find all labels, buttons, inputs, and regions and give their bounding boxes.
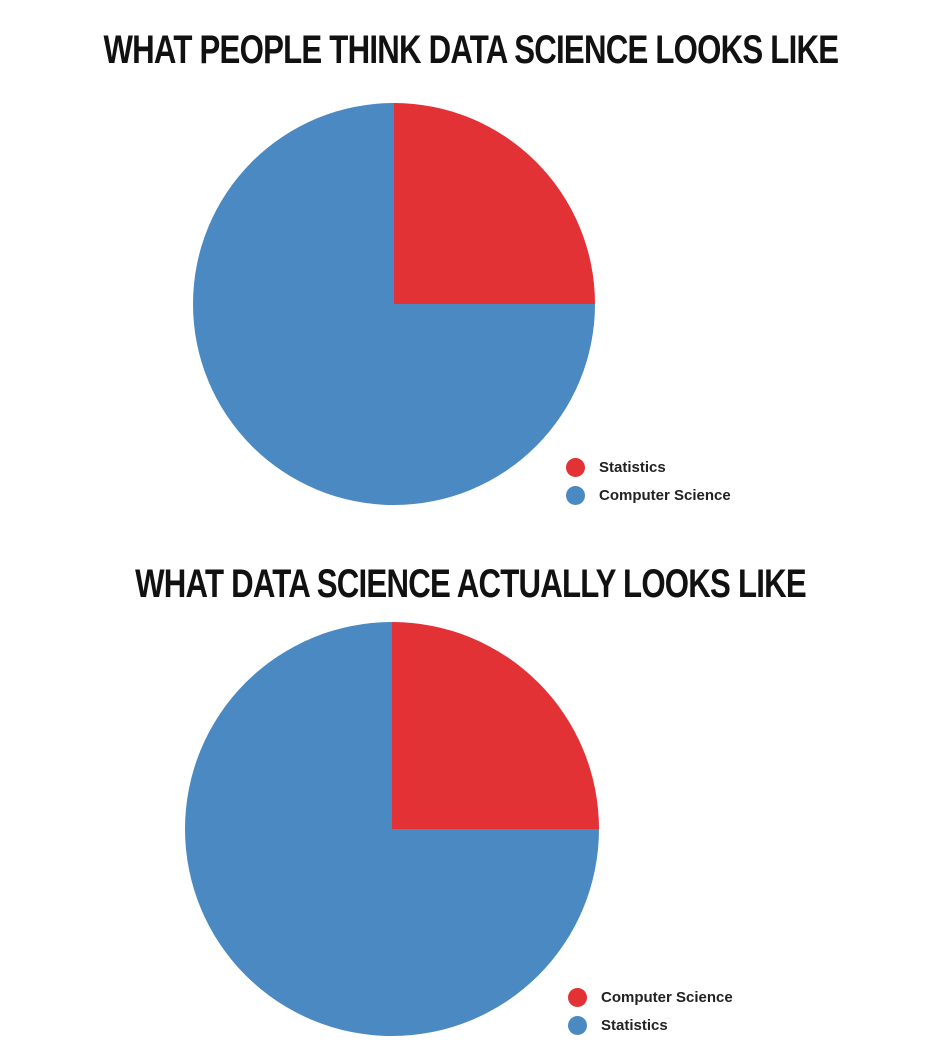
chart-title: WHAT DATA SCIENCE ACTUALLY LOOKS LIKE [135,562,807,606]
chart-title: WHAT PEOPLE THINK DATA SCIENCE LOOKS LIK… [103,28,840,72]
pie-chart [193,103,595,505]
legend-swatch-icon [568,1015,587,1035]
pie-chart-panel-reality: WHAT DATA SCIENCE ACTUALLY LOOKS LIKE Co… [0,530,941,1064]
legend-item: Computer Science [566,481,731,509]
pie-slice [185,622,599,1036]
pie-slice [392,622,599,829]
legend-swatch-icon [566,485,585,505]
legend: Computer Science Statistics [568,983,733,1039]
legend-item: Statistics [566,453,731,481]
pie-chart [185,622,599,1036]
pie-chart-panel-expectation: WHAT PEOPLE THINK DATA SCIENCE LOOKS LIK… [0,0,941,530]
legend-item: Computer Science [568,983,733,1011]
pie-slice [394,103,595,304]
legend-label: Statistics [601,1016,668,1034]
pie-slice [193,103,595,505]
legend-swatch-icon [566,457,585,477]
legend-label: Computer Science [601,988,733,1006]
legend-item: Statistics [568,1011,733,1039]
legend-label: Statistics [599,458,666,476]
legend-label: Computer Science [599,486,731,504]
legend: Statistics Computer Science [566,453,731,509]
legend-swatch-icon [568,987,587,1007]
